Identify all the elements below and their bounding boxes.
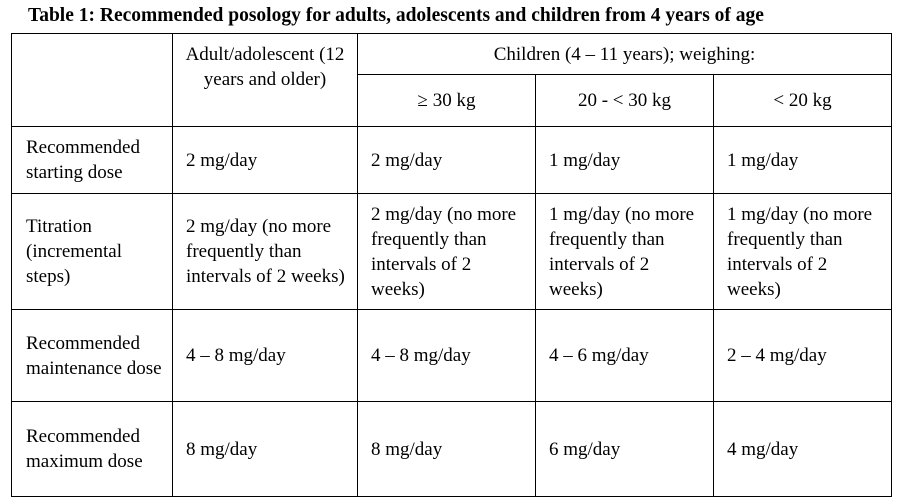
cell-children-under-20kg: 1 mg/day (713, 126, 892, 194)
row-label: Recommended maintenance dose (11, 309, 173, 402)
cell-children-30kg-plus: 8 mg/day (357, 401, 536, 497)
cell-children-20-30kg: 6 mg/day (535, 401, 714, 497)
cell-children-30kg-plus: 4 – 8 mg/day (357, 309, 536, 402)
row-label: Titration (incremental steps) (11, 193, 173, 310)
cell-children-30kg-plus: 2 mg/day (357, 126, 536, 194)
cell-children-20-30kg: 4 – 6 mg/day (535, 309, 714, 402)
header-children-group: Children (4 – 11 years); weighing: (357, 33, 892, 75)
cell-children-20-30kg: 1 mg/day (535, 126, 714, 194)
header-row-2: ≥ 30 kg 20 - < 30 kg < 20 kg (12, 74, 892, 127)
cell-adult: 4 – 8 mg/day (172, 309, 358, 402)
table-row-starting-dose: Recommended starting dose 2 mg/day 2 mg/… (11, 126, 892, 194)
header-row-1: Adult/adolescent (12 years and older) Ch… (11, 33, 892, 127)
cell-children-under-20kg: 4 mg/day (713, 401, 892, 497)
header-children-under-20kg: < 20 kg (713, 74, 892, 127)
cell-adult: 2 mg/day (172, 126, 358, 194)
cell-children-30kg-plus: 2 mg/day (no more frequently than interv… (357, 193, 536, 310)
cell-adult: 8 mg/day (172, 401, 358, 497)
header-empty-cell (11, 33, 173, 127)
cell-children-20-30kg: 1 mg/day (no more frequently than interv… (535, 193, 714, 310)
table-row-titration: Titration (incremental steps) 2 mg/day (… (11, 193, 892, 310)
table-row-maximum-dose: Recommended maximum dose 8 mg/day 8 mg/d… (11, 401, 892, 497)
posology-table: Adult/adolescent (12 years and older) Ch… (11, 33, 892, 497)
header-children-30kg-plus: ≥ 30 kg (357, 74, 536, 127)
row-label: Recommended maximum dose (11, 401, 173, 497)
cell-adult: 2 mg/day (no more frequently than interv… (172, 193, 358, 310)
table-caption: Table 1: Recommended posology for adults… (28, 5, 764, 26)
cell-children-under-20kg: 1 mg/day (no more frequently than interv… (713, 193, 892, 310)
header-adult-adolescent: Adult/adolescent (12 years and older) (172, 33, 358, 127)
table-row-maintenance-dose: Recommended maintenance dose 4 – 8 mg/da… (11, 309, 892, 402)
header-children-20-30kg: 20 - < 30 kg (535, 74, 714, 127)
cell-children-under-20kg: 2 – 4 mg/day (713, 309, 892, 402)
row-label: Recommended starting dose (11, 126, 173, 194)
